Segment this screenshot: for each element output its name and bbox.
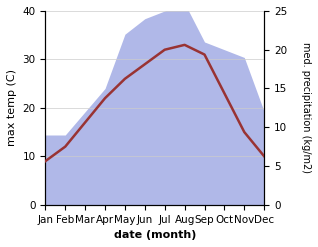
Y-axis label: max temp (C): max temp (C) <box>7 69 17 146</box>
X-axis label: date (month): date (month) <box>114 230 196 240</box>
Y-axis label: med. precipitation (kg/m2): med. precipitation (kg/m2) <box>301 42 311 173</box>
